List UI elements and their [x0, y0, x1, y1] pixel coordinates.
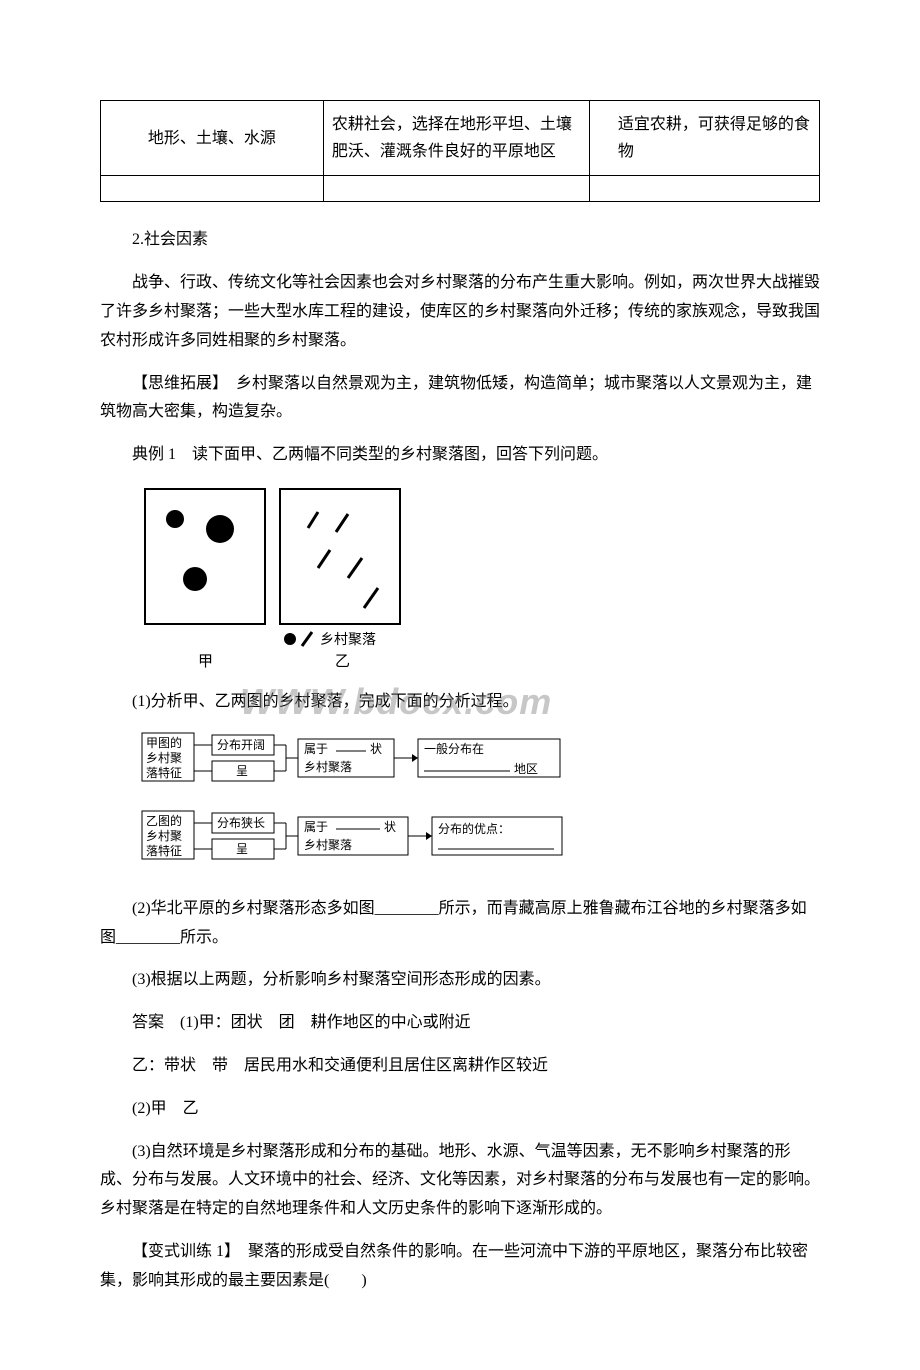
answer-1: 答案 (1)甲：团状 团 耕作地区的中心或附近: [100, 1009, 820, 1038]
label-yi: 乙: [335, 654, 350, 670]
cell-terrain: 地形、土壤、水源: [101, 101, 324, 176]
svg-text:乡村聚: 乡村聚: [146, 829, 182, 843]
question-1: (1)分析甲、乙两图的乡村聚落，完成下面的分析过程。: [100, 688, 820, 717]
svg-text:呈: 呈: [236, 764, 248, 778]
svg-text:属于: 属于: [304, 742, 328, 756]
section-title-2: 2.社会因素: [100, 226, 820, 255]
svg-text:落特征: 落特征: [146, 843, 182, 858]
svg-text:乡村聚落: 乡村聚落: [304, 760, 352, 774]
svg-text:属于: 属于: [304, 820, 328, 834]
answer-3: (2)甲 乙: [100, 1095, 820, 1124]
variant-exercise-1: 【变式训练 1】 聚落的形成受自然条件的影响。在一些河流中下游的平原地区，聚落分…: [100, 1238, 820, 1296]
empty-cell: [323, 176, 589, 202]
svg-text:分布的优点：: 分布的优点：: [438, 821, 510, 836]
svg-text:状: 状: [384, 820, 396, 834]
empty-cell: [589, 176, 819, 202]
question-3: (3)根据以上两题，分析影响乡村聚落空间形态形成的因素。: [100, 966, 820, 995]
flow-svg: 甲图的 乡村聚 落特征 分布开阔 呈 属于 状 乡村聚落 一般分布在 地区 乙图…: [140, 731, 660, 881]
svg-text:呈: 呈: [236, 842, 248, 856]
svg-text:状: 状: [370, 742, 382, 756]
empty-cell: [101, 176, 324, 202]
flow-chart: 甲图的 乡村聚 落特征 分布开阔 呈 属于 状 乡村聚落 一般分布在 地区 乙图…: [140, 731, 820, 881]
table-row: 地形、土壤、水源 农耕社会，选择在地形平坦、土壤肥沃、灌溉条件良好的平原地区 适…: [101, 101, 820, 176]
label-jia: 甲: [198, 654, 213, 670]
table-row-empty: [101, 176, 820, 202]
svg-text:甲图的: 甲图的: [146, 735, 182, 750]
svg-text:落特征: 落特征: [146, 765, 182, 780]
paragraph-thought-expand: 【思维拓展】 乡村聚落以自然景观为主，建筑物低矮，构造简单；城市聚落以人文景观为…: [100, 370, 820, 428]
settlement-svg: 乡村聚落 甲 乙: [140, 484, 440, 674]
svg-text:乡村聚落: 乡村聚落: [304, 838, 352, 852]
settlement-diagram: 乡村聚落 甲 乙: [140, 484, 820, 674]
cell-society: 农耕社会，选择在地形平坦、土壤肥沃、灌溉条件良好的平原地区: [323, 101, 589, 176]
paragraph-social-factors: 战争、行政、传统文化等社会因素也会对乡村聚落的分布产生重大影响。例如，两次世界大…: [100, 269, 820, 355]
svg-text:分布狭长: 分布狭长: [217, 816, 265, 830]
paragraph-example1: 典例 1 读下面甲、乙两幅不同类型的乡村聚落图，回答下列问题。: [100, 441, 820, 470]
question-2: (2)华北平原的乡村聚落形态多如图________所示，而青藏高原上雅鲁藏布江谷…: [100, 895, 820, 953]
legend-text: 乡村聚落: [320, 632, 376, 648]
cell-result: 适宜农耕，可获得足够的食物: [589, 101, 819, 176]
svg-text:地区: 地区: [514, 762, 538, 776]
svg-text:乡村聚: 乡村聚: [146, 751, 182, 765]
answer-4: (3)自然环境是乡村聚落形成和分布的基础。地形、水源、气温等因素，无不影响乡村聚…: [100, 1138, 820, 1224]
answer-2: 乙：带状 带 居民用水和交通便利且居住区离耕作区较近: [100, 1052, 820, 1081]
svg-text:乙图的: 乙图的: [146, 813, 182, 828]
svg-text:分布开阔: 分布开阔: [217, 738, 265, 752]
svg-text:一般分布在: 一般分布在: [424, 741, 484, 756]
conditions-table: 地形、土壤、水源 农耕社会，选择在地形平坦、土壤肥沃、灌溉条件良好的平原地区 适…: [100, 100, 820, 202]
